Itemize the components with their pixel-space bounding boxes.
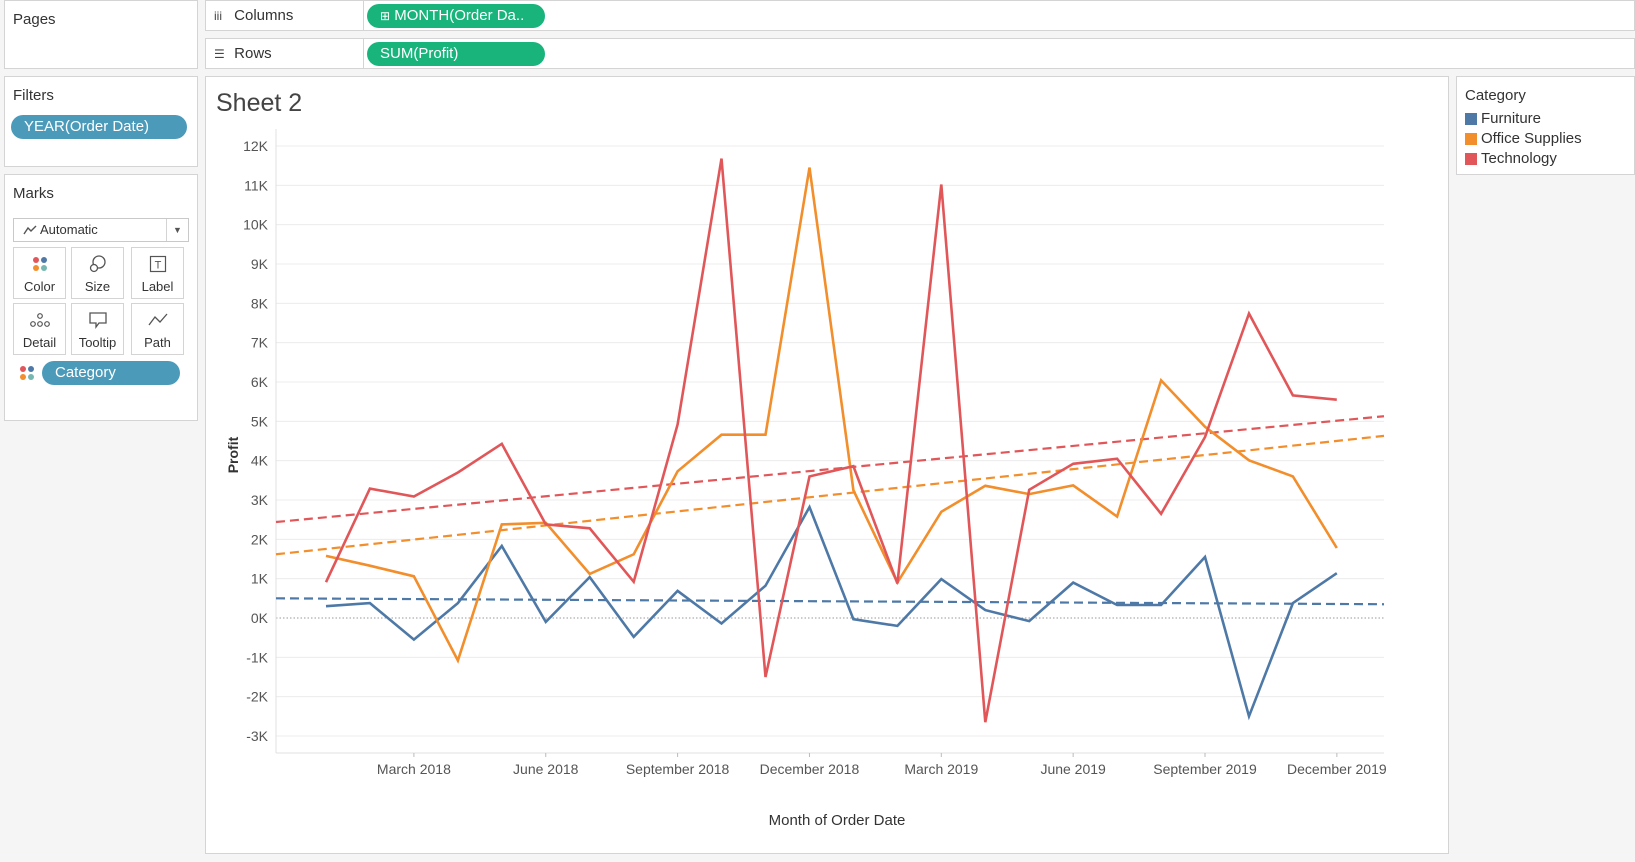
path-button[interactable]: Path (131, 303, 184, 355)
color-dots-icon (19, 365, 35, 384)
text-label-icon: T (132, 254, 183, 274)
columns-pill-month-order-date[interactable]: ⊞ MONTH(Order Da.. (367, 4, 545, 28)
legend-item-furniture[interactable]: Furniture (1465, 110, 1541, 128)
y-tick-label: 0K (251, 610, 269, 626)
rows-shelf[interactable]: ☰ Rows SUM(Profit) (205, 38, 1635, 69)
y-tick-label: 7K (251, 335, 269, 351)
x-tick-label: September 2018 (626, 761, 730, 777)
legend-swatch (1465, 153, 1477, 165)
columns-icon: iii (214, 9, 222, 23)
x-tick-label: December 2019 (1287, 761, 1387, 777)
filter-pill-year-order-date[interactable]: YEAR(Order Date) (11, 115, 187, 139)
x-axis-title: Month of Order Date (769, 812, 906, 829)
y-tick-label: 12K (243, 138, 269, 154)
y-axis-title: Profit (225, 436, 241, 473)
label-button[interactable]: T Label (131, 247, 184, 299)
x-tick-label: June 2019 (1040, 761, 1106, 777)
tooltip-bubble-icon (72, 310, 123, 330)
y-tick-label: 8K (251, 295, 269, 311)
sheet-title: Sheet 2 (216, 89, 303, 117)
trend-line-technology (275, 415, 1385, 524)
legend-item-technology[interactable]: Technology (1465, 150, 1557, 168)
y-tick-label: 11K (244, 177, 269, 193)
detail-button[interactable]: Detail (13, 303, 66, 355)
size-button[interactable]: Size (71, 247, 124, 299)
marks-card: Marks Automatic ▼ Color Size T Label Det… (4, 174, 198, 421)
pages-title: Pages (13, 11, 56, 28)
mark-type-label: Automatic (40, 222, 98, 237)
color-button-label: Color (23, 279, 56, 294)
color-button[interactable]: Color (13, 247, 66, 299)
path-line-icon (132, 310, 183, 330)
columns-shelf-label: iii Columns (206, 1, 364, 30)
line-mark-icon (23, 221, 37, 243)
x-tick-label: December 2018 (760, 761, 860, 777)
y-tick-label: -2K (246, 689, 268, 705)
columns-shelf[interactable]: iii Columns ⊞ MONTH(Order Da.. (205, 0, 1635, 31)
path-button-label: Path (144, 335, 171, 350)
x-tick-label: March 2018 (377, 761, 451, 777)
y-tick-label: 4K (251, 453, 269, 469)
detail-dots-icon (14, 310, 65, 330)
tooltip-button[interactable]: Tooltip (71, 303, 124, 355)
y-tick-label: 1K (251, 571, 269, 587)
y-tick-label: -1K (246, 649, 268, 665)
mark-type-dropdown[interactable]: Automatic ▼ (13, 218, 189, 242)
filters-title: Filters (13, 87, 54, 104)
svg-text:T: T (154, 260, 161, 272)
size-icon (72, 254, 123, 274)
category-marks-pill[interactable]: Category (42, 361, 180, 385)
rows-shelf-label: ☰ Rows (206, 39, 364, 68)
marks-title: Marks (13, 185, 54, 202)
trend-line-office-supplies (275, 434, 1385, 556)
y-tick-label: 3K (251, 492, 269, 508)
legend-swatch (1465, 133, 1477, 145)
x-tick-label: September 2019 (1153, 761, 1257, 777)
color-dots-icon (14, 254, 65, 274)
rows-pill-sum-profit[interactable]: SUM(Profit) (367, 42, 545, 66)
detail-button-label: Detail (22, 335, 57, 350)
rows-icon: ☰ (214, 47, 225, 61)
series-line-furniture (325, 504, 1338, 721)
y-tick-label: 10K (243, 217, 269, 233)
filters-card[interactable]: Filters YEAR(Order Date) (4, 76, 198, 167)
legend-title: Category (1465, 87, 1526, 104)
y-tick-label: -3K (246, 728, 268, 744)
x-tick-label: March 2019 (904, 761, 978, 777)
y-tick-label: 2K (251, 531, 269, 547)
tooltip-button-label: Tooltip (78, 335, 117, 350)
chevron-down-icon[interactable]: ▼ (166, 219, 188, 241)
legend-swatch (1465, 113, 1477, 125)
chart-card: Sheet 2 -3K -2K -1K 0K 1K 2K 3K 4K 5K 6K 7K 8K 9K 10K… (205, 76, 1449, 854)
legend-item-office-supplies[interactable]: Office Supplies (1465, 130, 1582, 148)
pages-card[interactable]: Pages (4, 0, 198, 69)
expand-plus-icon[interactable]: ⊞ (380, 9, 391, 23)
series-line-office-supplies (325, 167, 1338, 664)
y-tick-label: 5K (251, 413, 269, 429)
label-button-label: Label (141, 279, 174, 294)
size-button-label: Size (84, 279, 111, 294)
line-chart[interactable]: -3K -2K -1K 0K 1K 2K 3K 4K 5K 6K 7K 8K 9K 10K 11K 12K Ma… (206, 77, 1448, 853)
x-tick-label: June 2018 (513, 761, 579, 777)
series-line-technology (324, 158, 1337, 723)
y-tick-label: 6K (251, 374, 269, 390)
y-tick-label: 9K (251, 256, 269, 272)
legend-card[interactable]: Category Furniture Office Supplies Techn… (1456, 76, 1635, 175)
